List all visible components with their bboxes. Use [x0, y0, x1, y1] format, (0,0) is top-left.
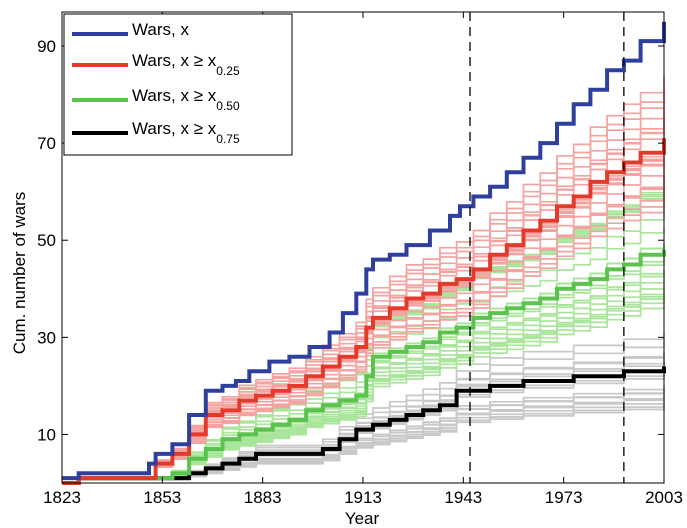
y-axis-label: Cum. number of wars: [10, 192, 29, 355]
x-tick-label: 1973: [545, 488, 583, 507]
y-tick-label: 50: [37, 231, 56, 250]
axes-layer: 1823 1853 1883 1913 1943 1973 2003 10 30 50 70 90: [37, 11, 683, 507]
legend-subscript: 0.25: [216, 64, 240, 78]
q25-band-line: [62, 118, 665, 484]
legend-label-x: Wars, x: [132, 20, 189, 39]
q50-band-line: [62, 295, 665, 484]
legend-subscript: 0.75: [216, 132, 240, 146]
x-tick-label: 1913: [344, 488, 382, 507]
y-tick-label: 30: [37, 328, 56, 347]
x-series-line: [62, 21, 666, 481]
q25-band-line: [62, 194, 665, 484]
q75-band-line: [62, 395, 665, 484]
y-tick-label: 70: [37, 134, 56, 153]
q25-band-line: [62, 162, 665, 484]
q25-band-line: [62, 188, 665, 484]
q75-series-line: [62, 366, 666, 485]
q25-band-line: [62, 102, 665, 484]
y-tick-label: 90: [37, 37, 56, 56]
q75-band-line: [62, 406, 665, 484]
x-tick-label: 1883: [244, 488, 282, 507]
x-tick-label: 1823: [43, 488, 81, 507]
q25-band-line: [62, 176, 665, 484]
series-layer: [62, 21, 666, 485]
x-tick-label: 1943: [444, 488, 482, 507]
q25-band-line: [62, 124, 665, 484]
q25-band-line: [62, 75, 665, 484]
q25-series-line: [62, 138, 666, 485]
q25-band-line: [62, 85, 665, 484]
vline-layer: [469, 12, 625, 483]
q25-band-line: [62, 91, 665, 484]
q25-band-line: [62, 200, 665, 484]
x-tick-label: 1853: [143, 488, 181, 507]
q50-series-line: [62, 249, 666, 485]
x-axis-label: Year: [345, 509, 380, 528]
y-tick-label: 10: [37, 425, 56, 444]
q25-band-line: [62, 113, 665, 484]
legend-subscript: 0.50: [216, 99, 240, 113]
x-tick-label: 2003: [645, 488, 683, 507]
